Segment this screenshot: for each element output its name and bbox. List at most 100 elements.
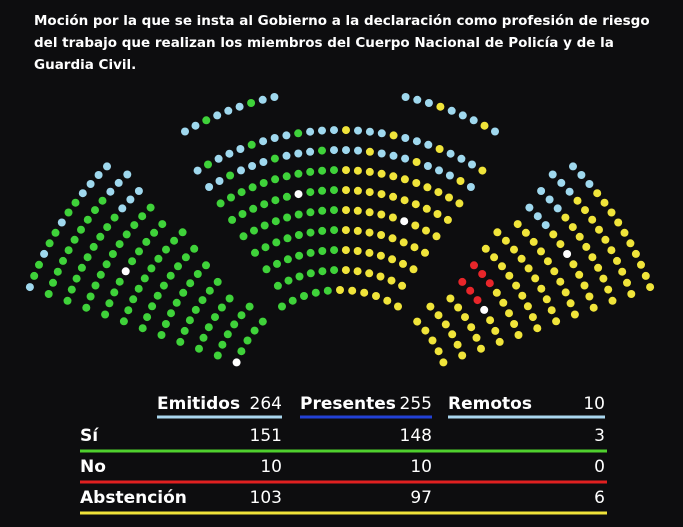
seat [505,271,514,280]
seat [105,299,114,308]
seat [260,221,269,230]
seat [205,286,214,295]
seat [330,146,338,155]
seat [353,166,362,175]
seat [529,237,538,246]
seat [541,221,550,230]
seat [181,253,190,262]
seat [318,166,327,175]
seat [51,228,60,237]
seat [271,217,280,226]
seat [641,271,650,280]
seat [204,160,212,169]
seat [121,267,130,276]
seat [613,256,621,265]
row-label: Sí [80,426,99,446]
seat [376,251,385,260]
seat [365,167,374,176]
row-value: 148 [400,426,432,446]
seat [225,294,234,303]
seat [353,267,362,276]
seat [521,228,530,237]
seat [71,198,80,207]
seat [495,337,504,346]
seat [426,302,435,311]
seat [306,248,315,257]
seat [401,154,410,163]
seat [387,276,396,285]
row-value: 103 [250,488,282,508]
seat [130,221,139,230]
seat [447,106,456,115]
seat [238,210,247,218]
header-label: Remotos [448,394,532,414]
seat [608,296,617,305]
seat [569,162,577,171]
seat [306,188,315,197]
seat [172,298,181,307]
seat [140,274,149,283]
seat [582,242,591,251]
seat [77,263,86,272]
seat [123,170,132,179]
seat [278,302,286,311]
seat [434,311,443,320]
seat [213,351,222,360]
seat [342,146,350,155]
seat [618,267,627,276]
seat [106,187,115,196]
seat [91,206,99,215]
seat [143,313,152,322]
seat [614,218,623,227]
seat [270,93,279,101]
seat [306,167,315,176]
seat [250,226,258,235]
seat [341,246,350,255]
seat [528,313,537,322]
seat [258,317,267,326]
seat [330,186,338,195]
seat [607,208,616,217]
seat [273,259,281,268]
seat [412,179,421,187]
seat [413,317,422,326]
seat [236,145,245,153]
seat [270,134,279,142]
seat [575,232,584,241]
seat [457,154,466,163]
seat [273,281,282,290]
seat [466,183,475,191]
seat [549,230,558,239]
seat [64,208,73,217]
seat [388,213,397,222]
seat [377,149,386,158]
seat [295,251,304,260]
seat [481,244,490,253]
seat [115,277,124,286]
hemicycle [25,93,655,367]
seat [180,326,189,335]
seat [250,326,259,335]
seat [294,169,303,178]
seat [318,146,326,155]
seat [453,340,462,349]
seat [271,175,280,184]
seat [478,166,487,175]
seat [295,272,304,281]
seat [134,187,143,195]
seat [318,226,327,235]
seat [537,284,546,293]
seat [389,192,398,201]
seat [593,189,602,198]
seat [213,111,222,120]
seat [223,330,232,339]
seat [176,337,185,346]
seat [114,178,123,187]
seat [248,183,257,192]
seat [627,290,636,298]
seat [67,285,76,294]
seat [423,162,432,170]
seat [499,298,508,307]
seat [239,232,248,241]
seat [561,288,570,297]
